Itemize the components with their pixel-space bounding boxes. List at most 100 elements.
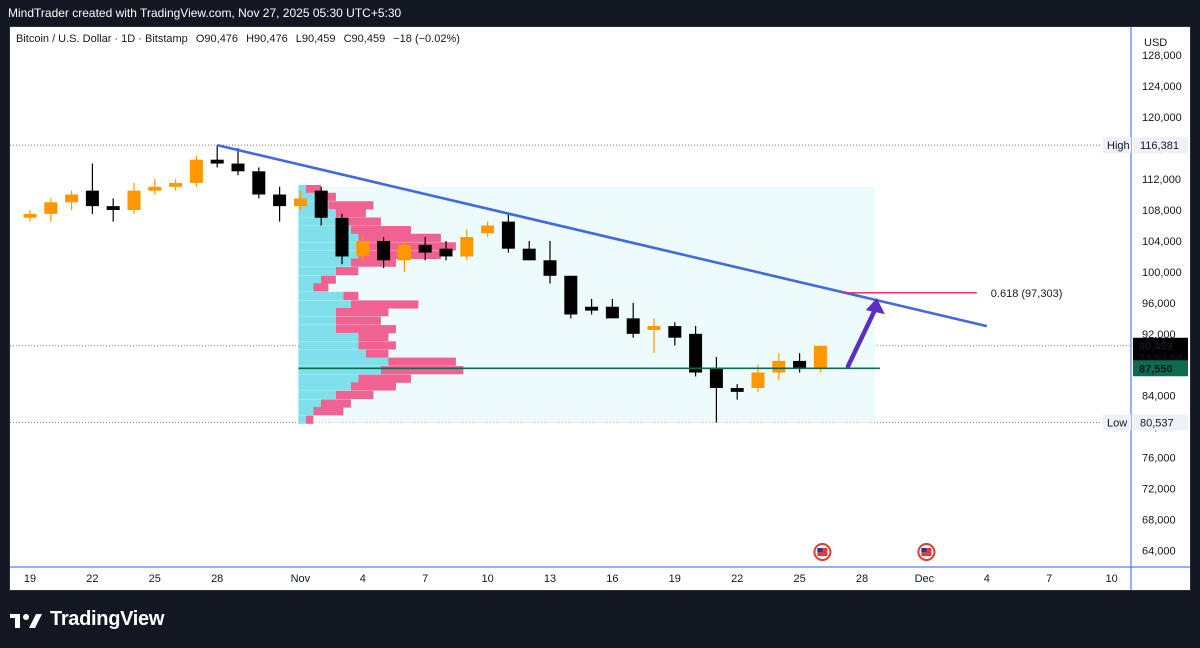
volume-profile-down-bar bbox=[335, 325, 396, 334]
volume-profile-down-bar bbox=[358, 374, 411, 383]
candle-body bbox=[397, 244, 411, 261]
y-tick-label: 84,000 bbox=[1142, 391, 1176, 403]
high-tag-bg bbox=[1103, 137, 1131, 154]
x-tick-label: 13 bbox=[544, 573, 556, 585]
volume-profile-up-bar bbox=[298, 325, 336, 334]
open-value: O90,476 bbox=[195, 33, 239, 45]
volume-profile-down-bar bbox=[313, 407, 344, 416]
candle-body bbox=[772, 360, 786, 373]
volume-profile-down-bar bbox=[350, 226, 411, 235]
candle-body bbox=[65, 194, 79, 203]
volume-profile-up-bar bbox=[298, 341, 359, 350]
x-tick-label: 19 bbox=[24, 573, 36, 585]
low-tag-bg bbox=[1103, 414, 1131, 431]
candle-body bbox=[626, 318, 640, 334]
x-tick-label: 7 bbox=[1046, 573, 1052, 585]
candle-body bbox=[647, 326, 661, 330]
low-value: L90,459 bbox=[295, 33, 336, 45]
volume-profile-up-bar bbox=[298, 399, 321, 408]
volume-profile-down-bar bbox=[305, 415, 314, 424]
volume-profile-up-bar bbox=[298, 308, 336, 317]
x-tick-label: 22 bbox=[86, 573, 98, 585]
volume-profile-up-bar bbox=[298, 185, 306, 194]
x-tick-label: 25 bbox=[149, 573, 161, 585]
volume-profile-up-bar bbox=[298, 374, 359, 383]
volume-profile-down-bar bbox=[335, 308, 389, 317]
trendline bbox=[216, 143, 988, 328]
volume-profile-up-bar bbox=[298, 291, 344, 301]
attribution-text: MindTrader created with TradingView.com,… bbox=[8, 6, 402, 20]
x-tick-label: 4 bbox=[984, 573, 990, 585]
y-tick-label: 76,000 bbox=[1142, 453, 1176, 465]
high-tag-label: High bbox=[1107, 140, 1130, 152]
y-tick-label: 100,000 bbox=[1142, 267, 1182, 279]
candle-body bbox=[335, 217, 349, 257]
candle-body bbox=[522, 248, 536, 261]
x-tick-label: 28 bbox=[211, 573, 223, 585]
y-tick-label: 68,000 bbox=[1142, 515, 1176, 527]
volume-profile-up-bar bbox=[298, 258, 351, 267]
candle-body bbox=[418, 244, 432, 253]
candle-body bbox=[273, 194, 287, 207]
y-tick-label: 128,000 bbox=[1142, 50, 1182, 62]
volume-profile-up-bar bbox=[298, 349, 366, 359]
event-flag-icon bbox=[817, 548, 823, 552]
candle-body bbox=[169, 182, 183, 187]
symbol-legend: Bitcoin / U.S. Dollar · 1D · Bitstamp O9… bbox=[16, 33, 465, 45]
volume-profile-down-bar bbox=[335, 267, 359, 276]
volume-profile-up-bar bbox=[298, 275, 321, 284]
volume-profile-down-bar bbox=[350, 258, 396, 267]
volume-profile-down-bar bbox=[320, 399, 351, 408]
high-value-bg bbox=[1133, 137, 1188, 154]
volume-profile-up-bar bbox=[298, 366, 381, 375]
volume-profile-up-bar bbox=[298, 192, 321, 201]
volume-profile-up-bar bbox=[298, 300, 351, 309]
volume-profile-down-bar bbox=[358, 233, 441, 242]
y-tick-label: 104,000 bbox=[1142, 236, 1182, 248]
volume-profile-down-bar bbox=[305, 185, 321, 194]
candle-body bbox=[668, 326, 682, 338]
projection-arrow-shaft bbox=[845, 307, 878, 369]
volume-profile-down-bar bbox=[350, 382, 396, 391]
candle-body bbox=[730, 388, 744, 392]
fib-level-label: 0.618 (97,303) bbox=[991, 288, 1063, 300]
volume-profile-up-bar bbox=[298, 357, 389, 366]
projection-arrow-head bbox=[865, 298, 885, 315]
candle-body bbox=[460, 237, 474, 257]
volume-profile-up-bar bbox=[298, 242, 366, 251]
x-tick-label: 22 bbox=[731, 573, 743, 585]
volume-profile-down-bar bbox=[335, 208, 366, 218]
low-tag-label: Low bbox=[1107, 418, 1127, 430]
volume-profile-down-bar bbox=[320, 192, 336, 201]
tradingview-logo-icon bbox=[10, 613, 42, 628]
volume-profile-down-bar bbox=[388, 357, 456, 366]
candle-body bbox=[106, 206, 120, 210]
y-tick-label: 72,000 bbox=[1142, 484, 1176, 496]
candle-body bbox=[44, 202, 58, 214]
candle-body bbox=[293, 198, 307, 207]
volume-profile-up-bar bbox=[298, 267, 336, 276]
symbol-name[interactable]: Bitcoin / U.S. Dollar · 1D · Bitstamp bbox=[16, 33, 188, 45]
current-price-label: 90,459 bbox=[1139, 341, 1173, 353]
volume-profile-up-bar bbox=[298, 316, 336, 325]
x-tick-label: 28 bbox=[856, 573, 868, 585]
x-tick-label: 19 bbox=[669, 573, 681, 585]
candle-body bbox=[585, 306, 599, 311]
volume-profile-up-bar bbox=[298, 407, 314, 416]
volume-profile-down-bar bbox=[320, 275, 336, 284]
candle-body bbox=[189, 159, 203, 183]
volume-profile-up-bar bbox=[298, 390, 336, 400]
candle-body bbox=[813, 345, 827, 369]
volume-profile-down-bar bbox=[380, 366, 464, 375]
candle-body bbox=[148, 186, 162, 191]
candle-body bbox=[314, 190, 328, 218]
volume-profile-down-bar bbox=[343, 291, 359, 301]
candle-body bbox=[501, 221, 515, 249]
candle-body bbox=[751, 372, 765, 388]
candle-body bbox=[439, 248, 453, 257]
change-value: −18 (−0.02%) bbox=[393, 33, 460, 45]
candle-body bbox=[689, 333, 703, 373]
x-tick-label: Nov bbox=[291, 573, 311, 585]
volume-profile-up-bar bbox=[298, 332, 359, 342]
